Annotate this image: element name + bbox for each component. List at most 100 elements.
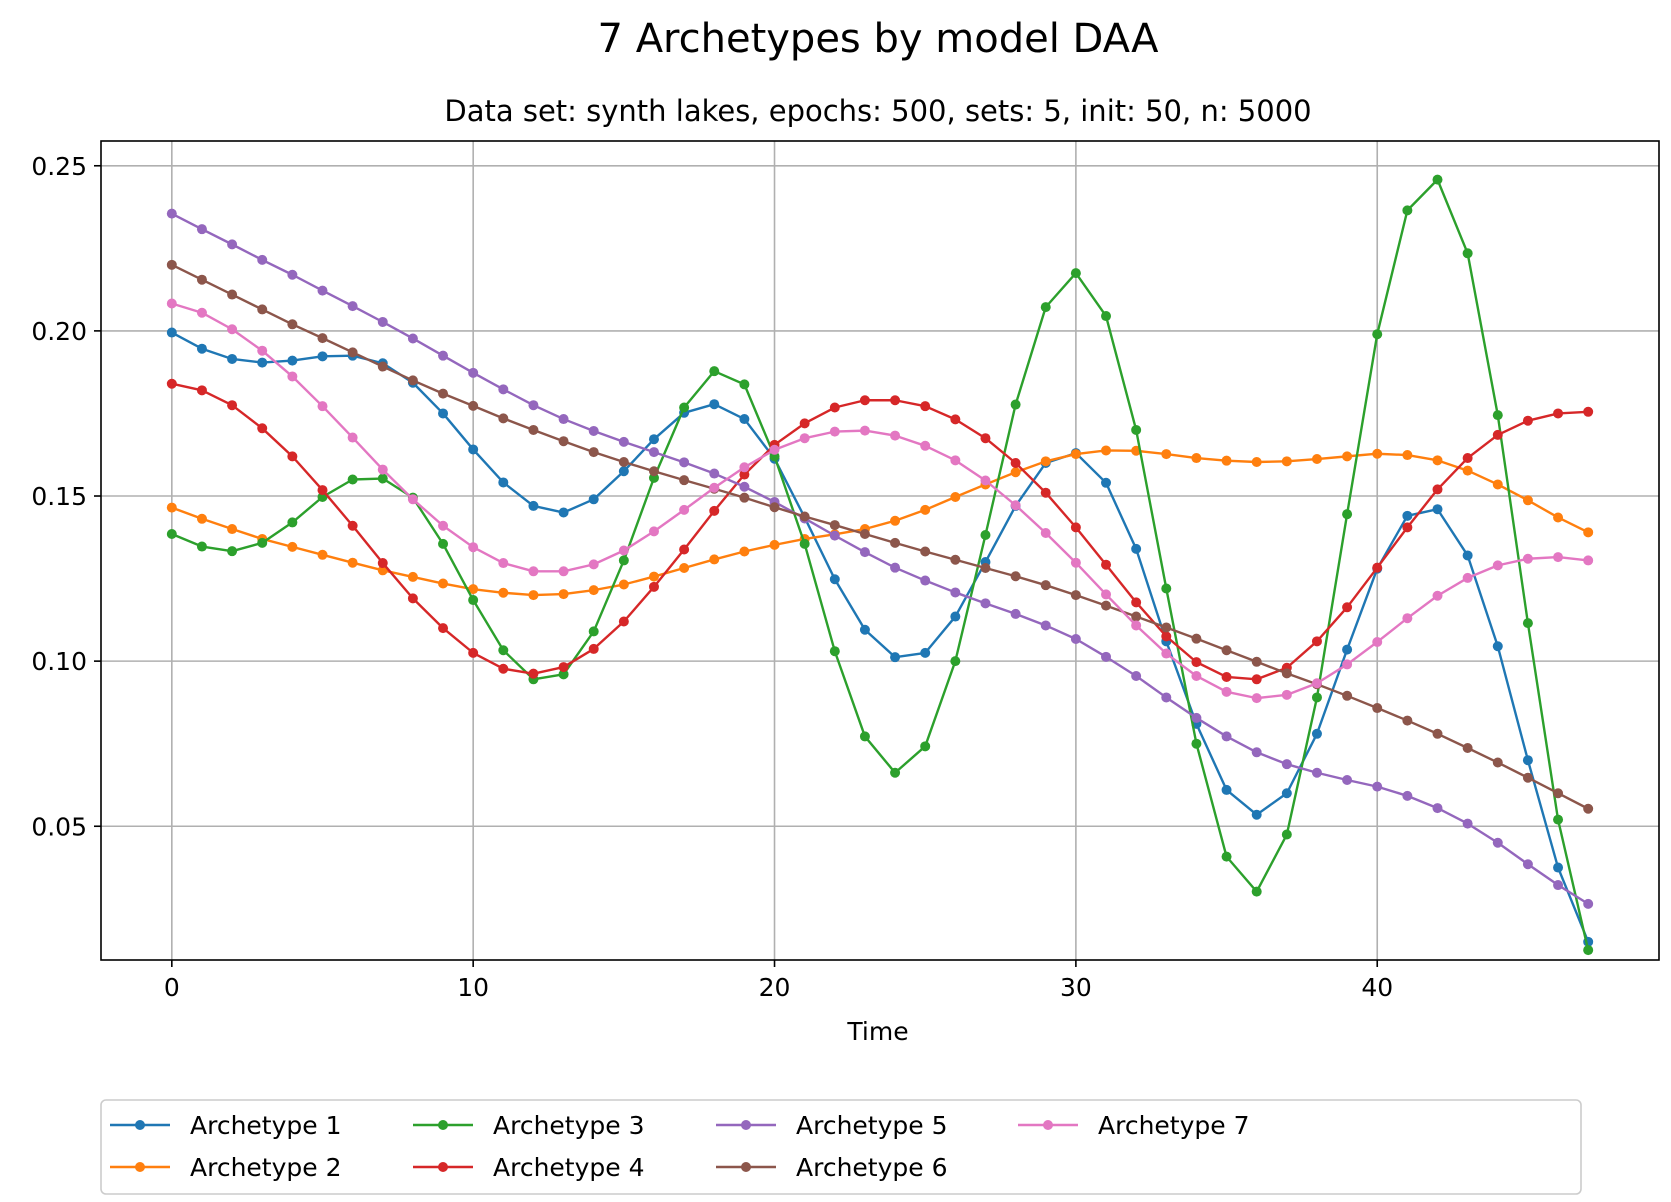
data-point (196, 541, 207, 552)
data-point (498, 413, 509, 424)
legend-marker (438, 1120, 448, 1130)
data-point (257, 254, 268, 265)
data-point (1462, 550, 1473, 561)
data-point (1221, 645, 1232, 656)
data-point (1281, 689, 1292, 700)
data-point (317, 333, 328, 344)
data-point (890, 395, 901, 406)
data-point (1010, 399, 1021, 410)
data-point (588, 494, 599, 505)
data-point (407, 375, 418, 386)
data-point (1342, 509, 1353, 520)
data-point (1372, 448, 1383, 459)
data-point (1583, 527, 1594, 538)
data-point (890, 652, 901, 663)
data-point (1281, 668, 1292, 679)
data-point (257, 357, 268, 368)
series-archetype-7 (166, 298, 1594, 704)
data-point (1583, 898, 1594, 909)
data-point (648, 581, 659, 592)
data-point (347, 301, 358, 312)
data-point (890, 537, 901, 548)
data-point (1372, 562, 1383, 573)
data-point (950, 587, 961, 598)
data-point (859, 731, 870, 742)
data-point (950, 554, 961, 565)
data-point (528, 500, 539, 511)
data-point (1040, 302, 1051, 313)
legend-label: Archetype 6 (796, 1153, 948, 1182)
data-point (1161, 622, 1172, 633)
data-point (1402, 715, 1413, 726)
data-point (1101, 445, 1112, 456)
data-point (1432, 590, 1443, 601)
data-point (1553, 512, 1564, 523)
data-point (1522, 415, 1533, 426)
data-point (799, 538, 810, 549)
data-point (1583, 945, 1594, 956)
data-point (1281, 759, 1292, 770)
data-point (1522, 755, 1533, 766)
data-point (920, 440, 931, 451)
data-point (829, 402, 840, 413)
data-point (859, 425, 870, 436)
legend-item: Archetype 6 (716, 1153, 948, 1182)
data-point (1221, 851, 1232, 862)
data-point (648, 434, 659, 445)
legend-label: Archetype 2 (190, 1153, 342, 1182)
data-point (257, 304, 268, 315)
data-point (1070, 590, 1081, 601)
data-point (1251, 693, 1262, 704)
data-point (558, 414, 569, 425)
data-point (920, 504, 931, 515)
data-point (709, 505, 720, 516)
data-point (1492, 837, 1503, 848)
data-point (1492, 429, 1503, 440)
data-point (588, 585, 599, 596)
data-point (1221, 686, 1232, 697)
data-point (1040, 580, 1051, 591)
data-point (407, 494, 418, 505)
data-point (1553, 880, 1564, 891)
x-tick-label: 10 (457, 973, 489, 1002)
series-line (171, 382, 1589, 681)
data-point (317, 549, 328, 560)
data-point (257, 345, 268, 356)
data-point (438, 578, 449, 589)
legend-marker (741, 1162, 751, 1172)
x-tick-label: 0 (164, 973, 180, 1002)
data-point (829, 520, 840, 531)
data-point (1372, 781, 1383, 792)
data-point (287, 355, 298, 366)
data-point (1583, 555, 1594, 566)
data-point (1281, 829, 1292, 840)
data-point (679, 457, 690, 468)
data-point (377, 361, 388, 372)
data-point (287, 319, 298, 330)
data-point (287, 269, 298, 280)
data-point (679, 475, 690, 486)
data-point (1251, 457, 1262, 467)
data-point (166, 502, 177, 513)
data-point (166, 378, 177, 389)
data-point (618, 457, 629, 467)
data-point (227, 289, 238, 300)
data-point (528, 424, 539, 435)
data-point (1462, 248, 1473, 259)
series-line (171, 449, 1589, 597)
series-archetype-5 (166, 208, 1594, 909)
data-point (618, 616, 629, 627)
data-point (1522, 553, 1533, 564)
data-point (1251, 656, 1262, 667)
data-point (377, 473, 388, 484)
data-point (950, 656, 961, 667)
data-point (166, 208, 177, 219)
data-point (317, 485, 328, 496)
data-point (1342, 602, 1353, 613)
data-point (1131, 597, 1142, 608)
data-point (1432, 504, 1443, 515)
data-point (618, 545, 629, 556)
data-point (1040, 620, 1051, 631)
data-point (739, 462, 750, 473)
data-point (1492, 757, 1503, 768)
